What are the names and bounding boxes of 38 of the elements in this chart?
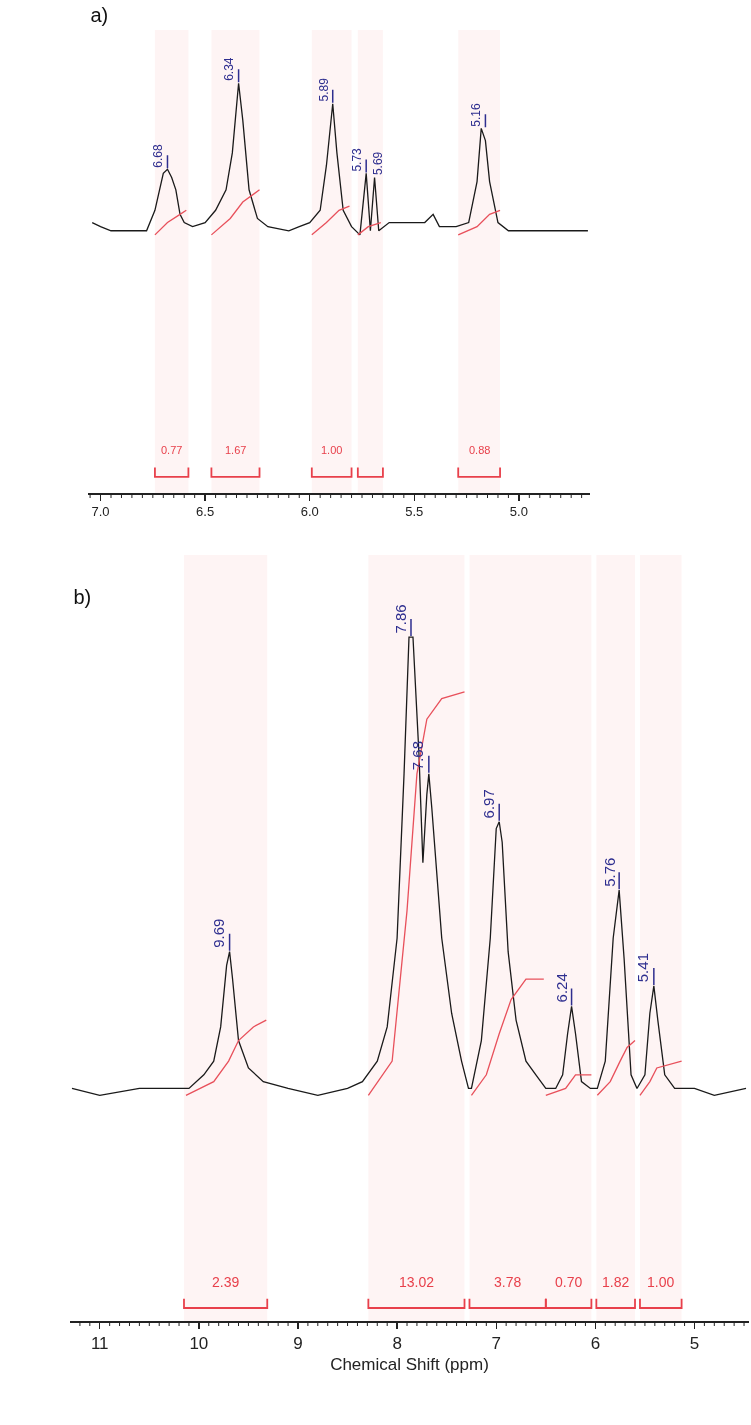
annotation: 5.41 (634, 953, 652, 983)
band-label: 2.39 (212, 1274, 240, 1290)
x-axis-title: Chemical Shift (ppm) (330, 1355, 489, 1375)
x-tick-label: 7 (491, 1333, 501, 1353)
x-tick-label: 6 (590, 1333, 601, 1353)
x-tick-label: 6.0 (300, 504, 319, 520)
x-tick-label: 7.0 (91, 504, 110, 520)
annotation: 6.97 (479, 789, 497, 819)
band-label: 1.00 (321, 444, 343, 456)
x-tick-label: 10 (189, 1333, 209, 1353)
chart-title: b) (73, 586, 92, 608)
annotation: 6.24 (552, 973, 570, 1003)
annotation: 5.69 (371, 151, 386, 176)
annotation: 6.34 (222, 57, 237, 81)
band-label: 13.02 (399, 1274, 435, 1290)
annotation: 5.16 (469, 103, 484, 127)
band-label: 3.78 (494, 1274, 522, 1290)
band-label: 1.00 (647, 1274, 675, 1290)
band-label: 1.82 (602, 1274, 630, 1290)
x-tick-label: 5 (689, 1333, 700, 1353)
x-tick-label: 9 (293, 1333, 303, 1353)
x-tick-label: 11 (90, 1333, 109, 1353)
annotation: 5.76 (600, 857, 618, 887)
x-tick-label: 5.5 (405, 504, 424, 520)
annotation: 7.68 (409, 740, 427, 771)
band-label: 1.67 (225, 444, 247, 456)
annotation: 9.69 (210, 918, 228, 948)
annotation: 5.89 (316, 77, 331, 102)
annotation: 6.68 (151, 144, 166, 168)
annotation: 5.73 (349, 147, 364, 172)
annotation: 7.86 (392, 604, 410, 634)
chart-title: a) (90, 4, 109, 26)
band-label: 0.88 (469, 444, 491, 456)
x-tick-label: 8 (392, 1333, 402, 1353)
x-tick-label: 6.5 (196, 504, 215, 520)
x-tick-label: 5.0 (509, 504, 528, 520)
band-label: 0.77 (161, 444, 183, 456)
band-label: 0.70 (555, 1274, 583, 1290)
